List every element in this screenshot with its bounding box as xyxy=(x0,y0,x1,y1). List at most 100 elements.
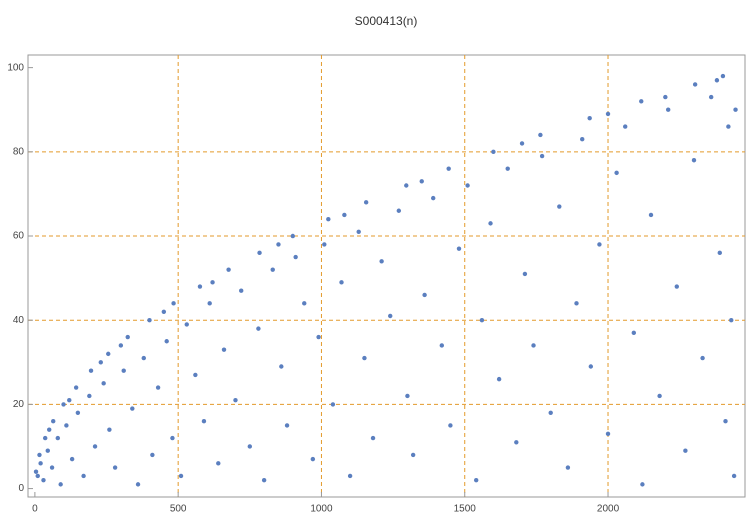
point xyxy=(548,410,553,416)
y-tick-label: 60 xyxy=(13,231,25,242)
point xyxy=(284,423,290,428)
point xyxy=(674,284,679,289)
point xyxy=(514,440,519,445)
point xyxy=(726,124,731,129)
point xyxy=(98,360,103,365)
point xyxy=(733,107,738,112)
point xyxy=(316,334,321,340)
point xyxy=(363,200,369,205)
point xyxy=(35,473,40,479)
point xyxy=(171,301,176,306)
point xyxy=(519,141,525,146)
point xyxy=(107,427,112,432)
y-tick-label: 0 xyxy=(18,483,24,494)
point xyxy=(81,473,86,479)
point xyxy=(87,393,92,399)
point xyxy=(605,431,611,437)
point xyxy=(588,364,594,369)
point xyxy=(326,216,331,222)
point xyxy=(178,473,184,479)
point xyxy=(88,368,94,373)
point xyxy=(648,212,654,218)
point xyxy=(216,461,221,466)
point xyxy=(141,355,146,361)
point xyxy=(720,73,726,79)
point xyxy=(665,107,671,112)
point xyxy=(531,343,536,348)
x-tick-label: 2000 xyxy=(597,504,620,515)
point xyxy=(279,364,284,369)
point xyxy=(538,132,543,138)
point xyxy=(42,435,48,441)
point xyxy=(38,461,43,466)
point xyxy=(257,250,262,256)
point xyxy=(221,347,227,352)
point xyxy=(276,242,281,247)
point xyxy=(623,124,628,129)
point xyxy=(505,166,510,171)
point xyxy=(130,406,135,411)
point xyxy=(261,477,267,483)
point xyxy=(256,326,261,331)
point xyxy=(714,78,720,83)
y-tick-label: 40 xyxy=(13,315,25,326)
point xyxy=(388,313,393,319)
point xyxy=(58,482,63,487)
point xyxy=(605,111,611,117)
point xyxy=(362,355,367,361)
x-tick-label: 1500 xyxy=(454,504,477,515)
point xyxy=(302,301,307,306)
point xyxy=(539,153,545,159)
point xyxy=(410,452,416,458)
x-tick-label: 1000 xyxy=(310,504,333,515)
y-tick-label: 80 xyxy=(13,146,25,157)
point xyxy=(61,402,66,407)
point xyxy=(614,170,619,176)
point xyxy=(731,473,737,479)
point xyxy=(717,250,722,256)
point xyxy=(92,444,98,449)
point xyxy=(473,477,479,483)
y-tick-label: 100 xyxy=(7,62,24,73)
point xyxy=(446,166,451,171)
point xyxy=(147,318,152,323)
point xyxy=(700,355,705,361)
point xyxy=(456,246,462,251)
point xyxy=(431,195,436,201)
point xyxy=(631,330,637,336)
point xyxy=(422,292,427,298)
point xyxy=(439,343,445,348)
point xyxy=(657,393,662,399)
point xyxy=(45,448,50,453)
point xyxy=(692,82,698,87)
point xyxy=(342,212,347,218)
point xyxy=(67,397,72,403)
point xyxy=(723,419,728,424)
point xyxy=(479,318,485,323)
point xyxy=(691,158,697,163)
point xyxy=(574,301,579,306)
point xyxy=(101,381,106,386)
point xyxy=(557,204,562,209)
point xyxy=(270,267,275,272)
point xyxy=(396,208,402,213)
point xyxy=(207,301,212,306)
plot-frame xyxy=(27,54,746,498)
point xyxy=(356,229,361,234)
chart-title: S000413(n) xyxy=(355,14,418,28)
point xyxy=(201,419,207,424)
point xyxy=(379,259,384,264)
point xyxy=(170,435,175,441)
point xyxy=(164,339,169,344)
point xyxy=(683,448,688,453)
point xyxy=(290,233,295,239)
point xyxy=(488,221,493,226)
point xyxy=(75,410,81,416)
point xyxy=(565,465,571,470)
point xyxy=(233,397,238,403)
point xyxy=(125,334,130,340)
point xyxy=(112,465,118,470)
point xyxy=(708,94,714,100)
point xyxy=(448,423,453,428)
point xyxy=(293,254,298,260)
